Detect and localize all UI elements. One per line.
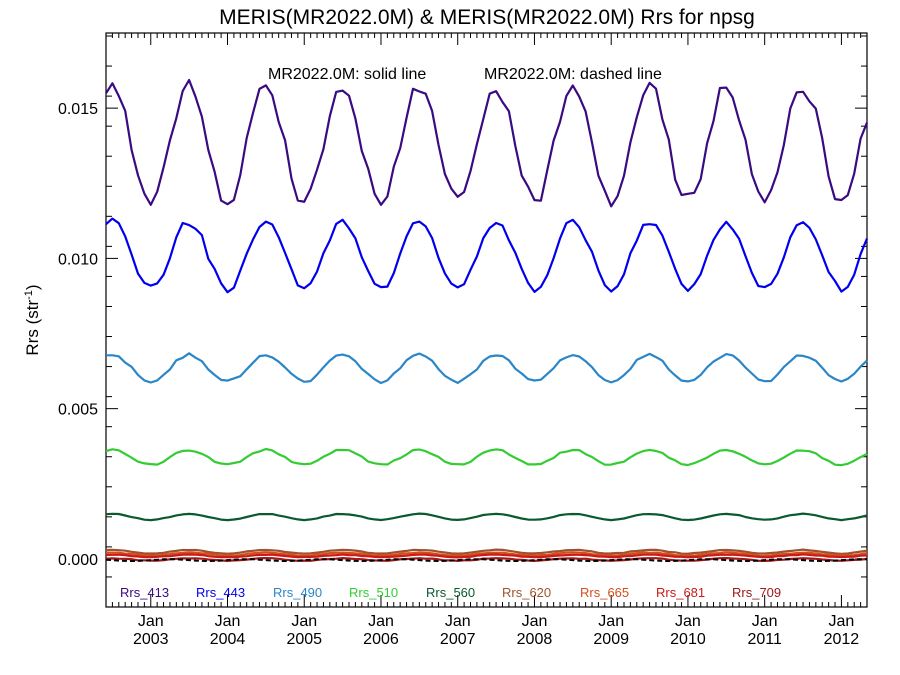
axis-ticks [105, 33, 868, 608]
x-tick-label-month: Jan [368, 613, 394, 630]
series-line-rrs_490 [106, 352, 868, 385]
legend-item-rrs_490: Rrs_490 [273, 585, 322, 600]
legend-item-rrs_709: Rrs_709 [732, 585, 781, 600]
series-line-rrs_510 [105, 447, 868, 467]
legend-item-rrs_681: Rrs_681 [656, 585, 705, 600]
x-tick-label-year: 2006 [363, 631, 399, 648]
x-tick-label-year: 2007 [440, 631, 476, 648]
legend-item-rrs_665: Rrs_665 [580, 585, 629, 600]
y-axis-label: Rrs (str-1) [23, 284, 42, 355]
y-axis-label-main: Rrs (str [23, 300, 42, 356]
legend-item-rrs_560: Rrs_560 [426, 585, 475, 600]
x-tick-label-year: 2008 [517, 631, 553, 648]
series-line-rrs_560 [105, 512, 868, 522]
x-tick-labels: Jan2003Jan2004Jan2005Jan2006Jan2007Jan20… [133, 613, 859, 648]
series-line-rrs_413 [105, 78, 869, 208]
x-tick-label-month: Jan [752, 613, 778, 630]
y-tick-label: 0.005 [58, 402, 98, 419]
x-tick-label-year: 2012 [824, 631, 860, 648]
series-lines [105, 78, 869, 563]
dashed-series-line [105, 558, 868, 563]
x-tick-label-month: Jan [522, 613, 548, 630]
x-tick-label-year: 2010 [670, 631, 706, 648]
plot-frame [105, 32, 868, 608]
x-tick-label-year: 2009 [593, 631, 629, 648]
series-line-rrs_443 [105, 217, 869, 294]
legend-item-rrs_413: Rrs_413 [120, 585, 169, 600]
y-tick-label: 0.010 [58, 251, 98, 268]
x-tick-label-month: Jan [138, 613, 164, 630]
legend-item-rrs_510: Rrs_510 [349, 585, 398, 600]
x-tick-label-year: 2011 [747, 631, 782, 648]
x-tick-label-month: Jan [598, 613, 624, 630]
x-tick-label-month: Jan [829, 613, 855, 630]
series-line-rrs_681 [105, 553, 868, 559]
series-line-rrs_620 [105, 548, 868, 555]
x-tick-label-month: Jan [291, 613, 317, 630]
x-tick-label-year: 2005 [286, 631, 322, 648]
solid-line-annotation: MR2022.0M: solid line [268, 66, 426, 83]
x-tick-label-month: Jan [445, 613, 471, 630]
dashed-line-annotation: MR2022.0M: dashed line [484, 66, 662, 83]
y-tick-label: 0.015 [58, 101, 98, 118]
x-tick-label-month: Jan [215, 613, 241, 630]
x-tick-label-month: Jan [675, 613, 701, 630]
x-tick-label-year: 2004 [210, 631, 246, 648]
y-tick-labels: 0.000 0.005 0.010 0.015 [58, 101, 98, 569]
y-axis-label-sup: -1 [23, 290, 35, 300]
legend-item-rrs_620: Rrs_620 [502, 585, 551, 600]
legend-item-rrs_443: Rrs_443 [196, 585, 245, 600]
y-axis-label-close: ) [23, 284, 42, 290]
series-line-rrs_665 [105, 551, 868, 557]
y-tick-label: 0.000 [58, 552, 98, 569]
x-tick-label-year: 2003 [133, 631, 169, 648]
chart-title: MERIS(MR2022.0M) & MERIS(MR2022.0M) Rrs … [219, 6, 755, 29]
legend: Rrs_413 Rrs_443 Rrs_490 Rrs_510 Rrs_560 Rrs_6… [120, 585, 781, 600]
